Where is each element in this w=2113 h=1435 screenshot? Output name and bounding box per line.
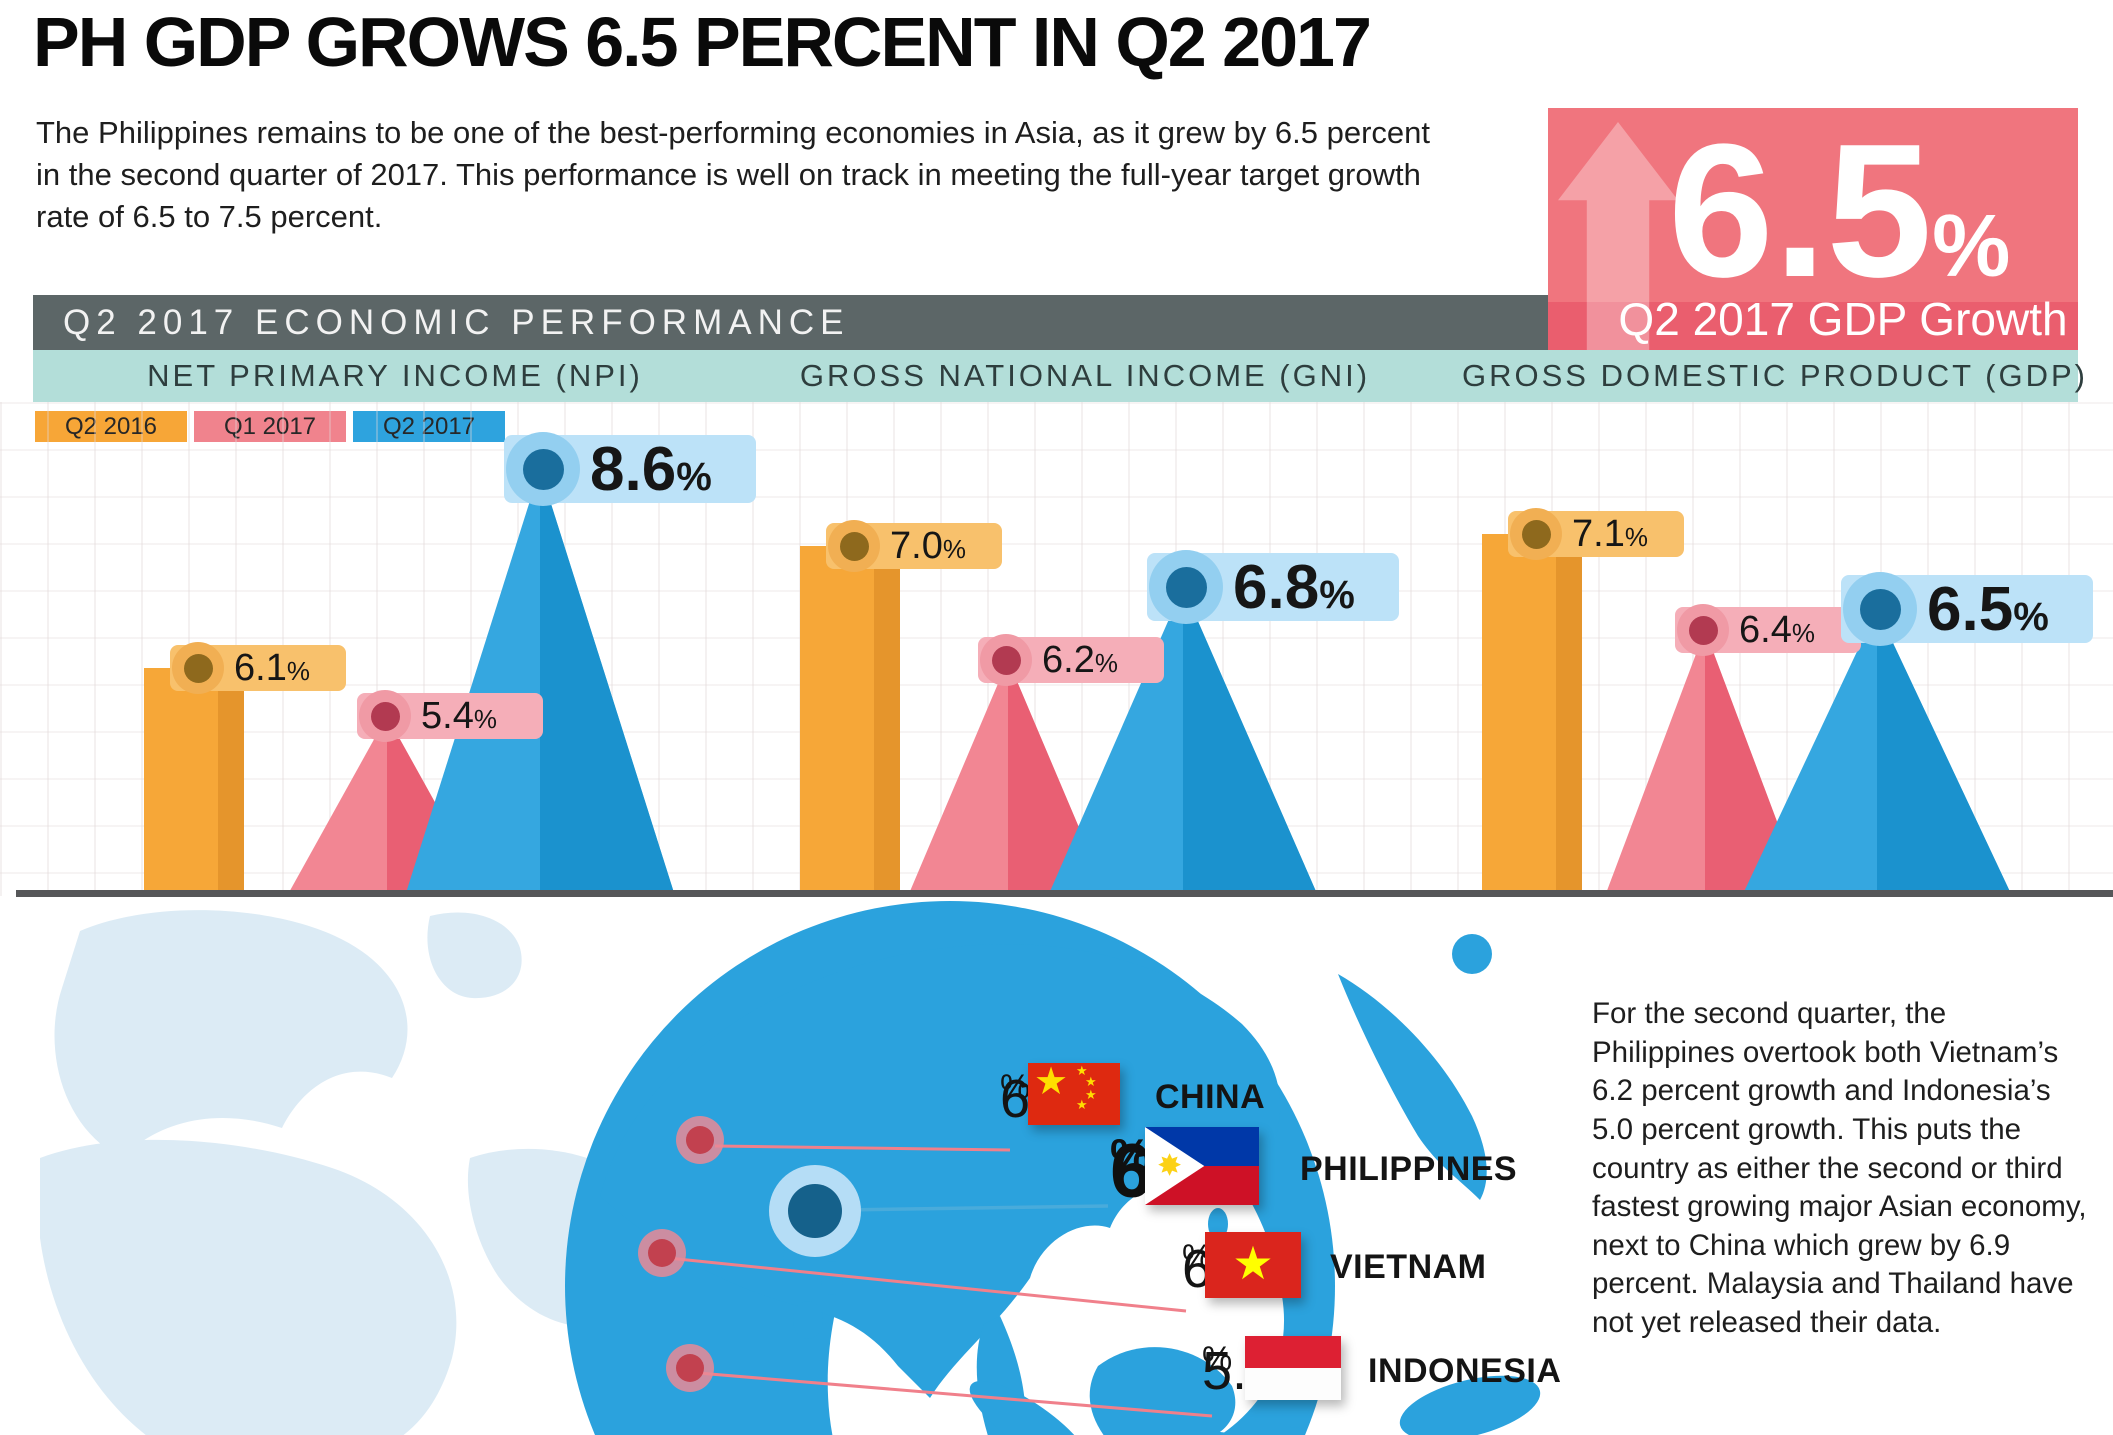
column-header-npi: NET PRIMARY INCOME (NPI) [147, 358, 643, 393]
value-dot [991, 645, 1021, 675]
column-header-band: NET PRIMARY INCOME (NPI) GROSS NATIONAL … [33, 350, 2085, 402]
vietnam-map-dot [638, 1229, 686, 1277]
value-label: 6.8% [1233, 552, 1355, 622]
bar-q2-2016-gni [800, 546, 900, 896]
bar-shade [1556, 534, 1582, 896]
section-title-bar: Q2 2017 ECONOMIC PERFORMANCE [33, 295, 1548, 350]
highlight-caption: Q2 2017 GDP Growth [1618, 293, 2068, 345]
value-tag-q2-2017-gni: 6.8% [1147, 550, 1399, 624]
value-tag-q2-2017-gdp: 6.5% [1841, 572, 2093, 646]
peak-shade [540, 469, 675, 896]
peak-shade [1877, 609, 2012, 896]
value-tag-q2-2016-gdp: 7.1% [1508, 508, 1684, 560]
value-dot [522, 448, 564, 490]
value-dot [1521, 519, 1551, 549]
bar-q2-2016-gdp [1482, 534, 1582, 896]
peak-q2-2017-npi [405, 469, 675, 896]
column-header-gni: GROSS NATIONAL INCOME (GNI) [799, 358, 1371, 393]
value-label: 6.1% [234, 646, 310, 689]
peak-q2-2017-gni [1048, 587, 1318, 896]
value-dot [839, 531, 869, 561]
philippines-label: PHILIPPINES [1300, 1150, 1518, 1188]
sun-icon: ✸ [1157, 1149, 1183, 1183]
page-title: PH GDP GROWS 6.5 PERCENT IN Q2 2017 [33, 3, 1372, 81]
indonesia-map-dot [666, 1344, 714, 1392]
peak-shade [1183, 587, 1318, 896]
column-header-gdp: GROSS DOMESTIC PRODUCT (GDP) [1462, 358, 2088, 393]
value-dot [183, 653, 213, 683]
chart-legend: Q2 2016 Q1 2017 Q2 2017 [35, 411, 505, 442]
value-tag-q2-2017-npi: 8.6% [504, 432, 756, 506]
china-label: CHINA [1155, 1078, 1266, 1116]
gdp-highlight-box: 6.5% Q2 2017 GDP Growth [1548, 108, 2078, 352]
chart-baseline [16, 890, 2113, 897]
bar-shade [874, 546, 900, 896]
bar-shade [218, 668, 244, 896]
china-flag: ★ ★ ★ ★ ★ [1028, 1061, 1120, 1125]
value-label: 7.1% [1572, 512, 1648, 555]
indonesia-label: INDONESIA [1368, 1352, 1562, 1390]
value-tag-q2-2016-gni: 7.0% [826, 520, 1002, 572]
vietnam-label: VIETNAM [1330, 1248, 1487, 1286]
bar-q2-2016-npi [144, 668, 244, 896]
legend-q1-2017: Q1 2017 [194, 411, 346, 442]
value-label: 6.4% [1739, 608, 1815, 651]
philippines-flag: ✸ [1145, 1127, 1259, 1205]
china-connector-line [714, 1144, 1011, 1152]
value-label: 7.0% [890, 524, 966, 567]
value-dot [1859, 588, 1901, 630]
value-label: 8.6% [590, 434, 712, 504]
intro-paragraph: The Philippines remains to be one of the… [36, 115, 1431, 235]
legend-q2-2016: Q2 2016 [35, 411, 187, 442]
grouped-chart-area: 6.1% 5.4% 8.6% 7.0% 6.2% 6.8% 7.1% 6.4% 6.5% [0, 402, 2113, 896]
vietnam-flag: ★ [1205, 1232, 1301, 1298]
highlight-value: 6.5% [1668, 105, 2011, 317]
china-map-dot [676, 1116, 724, 1164]
legend-q2-2017: Q2 2017 [353, 411, 505, 442]
analysis-note: For the second quarter, the Philippines … [1592, 997, 2087, 1340]
value-label: 5.4% [421, 694, 497, 737]
indonesia-flag [1245, 1336, 1341, 1400]
value-tag-q1-2017-npi: 5.4% [357, 690, 543, 742]
value-tag-q2-2016-npi: 6.1% [170, 642, 346, 694]
philippines-connector-line [841, 1204, 1109, 1212]
asia-map [40, 901, 1541, 1435]
vietnam-connector-line [667, 1256, 1187, 1313]
value-tag-q1-2017-gdp: 6.4% [1675, 604, 1861, 656]
value-label: 6.2% [1042, 638, 1118, 681]
value-dot [1165, 566, 1207, 608]
value-dot [370, 701, 400, 731]
philippines-map-dot [769, 1165, 861, 1257]
highlight-bottom-band [1548, 302, 2078, 352]
value-tag-q1-2017-gni: 6.2% [978, 634, 1164, 686]
indonesia-connector-line [697, 1371, 1213, 1418]
value-label: 6.5% [1927, 574, 2049, 644]
value-dot [1688, 615, 1718, 645]
